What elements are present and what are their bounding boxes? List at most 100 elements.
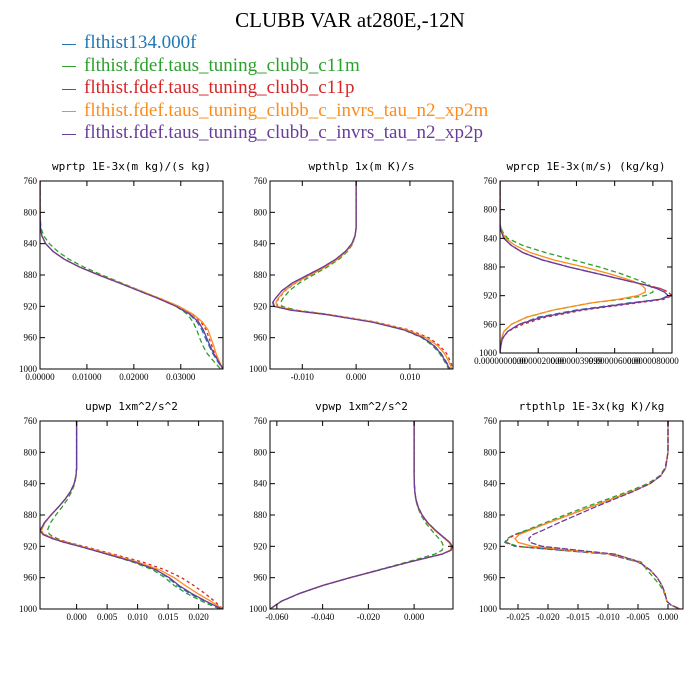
chart-panel-5: vpwp 1xm^2/s^27608008408809209601000-0.0… (249, 400, 454, 622)
chart-panel-3: wprcp 1E-3x(m/s) (kg/kg) 760 800 840 880 920 9… (474, 160, 679, 366)
legend-swatch (62, 133, 76, 135)
x-tick-label: 0.0000020000 (512, 356, 564, 366)
x-tick-label: 0.000 (346, 372, 367, 382)
series-line-4 (40, 421, 223, 609)
legend-swatch (62, 88, 76, 90)
series-line-1 (40, 181, 223, 369)
series-line-1 (270, 421, 453, 609)
series-line-4 (40, 181, 223, 369)
y-tick-label: 760 (24, 416, 38, 426)
y-tick-label: 960 (484, 573, 498, 583)
y-tick-label: 840 (254, 239, 268, 249)
x-tick-label: -0.015 (566, 612, 590, 622)
y-tick-label: 840 (24, 239, 38, 249)
series-line-2 (40, 181, 222, 369)
y-tick-label: 840 (254, 479, 268, 489)
x-tick-label: -0.005 (626, 612, 650, 622)
series-line-5 (528, 421, 681, 609)
legend: flthist134.000f flthist.fdef.taus_tuning… (62, 32, 488, 145)
series-line-1 (272, 181, 451, 369)
legend-label: flthist.fdef.taus_tuning_clubb_c11m (84, 54, 360, 76)
x-tick-label: 0.0000080000 (627, 356, 679, 366)
y-tick-label: 880 (24, 510, 38, 520)
y-tick-label: 880 (484, 510, 498, 520)
y-tick-label: 800 (24, 207, 38, 217)
y-tick-label: 840 (484, 479, 498, 489)
series-line-3 (40, 181, 223, 369)
y-tick-label: 960 (484, 319, 498, 329)
legend-item-xp2m: flthist.fdef.taus_tuning_clubb_c_invrs_t… (62, 100, 488, 123)
series-line-2 (280, 181, 450, 369)
x-tick-label: 0.020 (188, 612, 209, 622)
x-tick-label: 0.000 (66, 612, 87, 622)
plot-frame (39, 180, 224, 370)
series-line-4 (500, 181, 646, 353)
y-tick-label: 760 (484, 176, 498, 186)
series-line-1 (503, 421, 681, 609)
panel-title: wprtp 1E-3x(m kg)/(s kg) (52, 160, 211, 173)
x-tick-label: -0.040 (311, 612, 335, 622)
y-tick-label: 920 (24, 301, 38, 311)
plot-frame (269, 420, 454, 610)
y-tick-label: 880 (254, 270, 268, 280)
x-tick-label: 0.010 (400, 372, 421, 382)
x-tick-label: 0.00000 (25, 372, 55, 382)
legend-item-c11m: flthist.fdef.taus_tuning_clubb_c11m (62, 55, 488, 78)
series-line-2 (270, 421, 445, 609)
series-line-5 (40, 421, 223, 609)
series-line-3 (40, 421, 223, 609)
series-line-2 (505, 421, 681, 609)
panel-title: upwp 1xm^2/s^2 (85, 400, 178, 413)
legend-label: flthist.fdef.taus_tuning_clubb_c11p (84, 77, 355, 99)
x-tick-label: -0.010 (291, 372, 315, 382)
x-tick-label: -0.025 (506, 612, 530, 622)
chart-panel-1: wprtp 1E-3x(m kg)/(s kg) 760 800 840 880 920 9… (19, 160, 224, 382)
x-tick-label: 0.015 (158, 612, 179, 622)
series-line-3 (270, 421, 453, 609)
x-tick-label: 0.01000 (72, 372, 102, 382)
x-tick-label: 0.0000000000 (474, 356, 526, 366)
panel-title: wprcp 1E-3x(m/s) (kg/kg) (507, 160, 666, 173)
series-line-5 (40, 181, 223, 369)
chart-panel-4: upwp 1xm^2/s^2 760 800 840 880 920 960 1000 0.00… (19, 400, 224, 622)
plot-frame (39, 420, 224, 610)
series-line-4 (514, 421, 681, 609)
legend-swatch (62, 66, 76, 68)
y-tick-label: 920 (24, 541, 38, 551)
x-tick-label: -0.020 (357, 612, 381, 622)
y-tick-label: 800 (254, 207, 268, 217)
y-tick-label: 920 (484, 291, 498, 301)
y-tick-label: 760 (24, 176, 38, 186)
legend-swatch (62, 111, 76, 113)
series-line-5 (270, 421, 453, 609)
x-tick-label: 0.0000060000 (589, 356, 641, 366)
x-tick-label: -0.020 (536, 612, 560, 622)
y-tick-label: 880 (484, 262, 498, 272)
series-line-2 (500, 181, 654, 353)
y-tick-label: 760 (254, 416, 268, 426)
y-tick-label: 760 (484, 416, 498, 426)
series-line-4 (270, 421, 452, 609)
y-tick-label: 800 (24, 447, 38, 457)
y-tick-label: 920 (254, 301, 268, 311)
legend-label: flthist.fdef.taus_tuning_clubb_c_invrs_t… (84, 99, 489, 121)
y-tick-label: 1000 (249, 364, 268, 374)
panel-title: wpthlp 1x(m K)/s (309, 160, 415, 173)
legend-item-flthist134: flthist134.000f (62, 32, 488, 55)
x-tick-label: 0.02000 (119, 372, 149, 382)
y-tick-label: 960 (254, 573, 268, 583)
y-tick-label: 920 (254, 541, 268, 551)
y-tick-label: 840 (484, 233, 498, 243)
series-line-4 (275, 181, 453, 369)
x-tick-label: 0.03000 (166, 372, 196, 382)
y-tick-label: 760 (254, 176, 268, 186)
y-tick-label: 800 (484, 205, 498, 215)
series-line-2 (46, 421, 221, 609)
y-tick-label: 880 (254, 510, 268, 520)
series-line-1 (40, 421, 223, 609)
plot-frame (269, 180, 454, 370)
panel-title: rtpthlp 1E-3x(kg K)/kg (519, 400, 665, 413)
y-tick-label: 1000 (479, 348, 498, 358)
y-tick-label: 1000 (19, 604, 38, 614)
